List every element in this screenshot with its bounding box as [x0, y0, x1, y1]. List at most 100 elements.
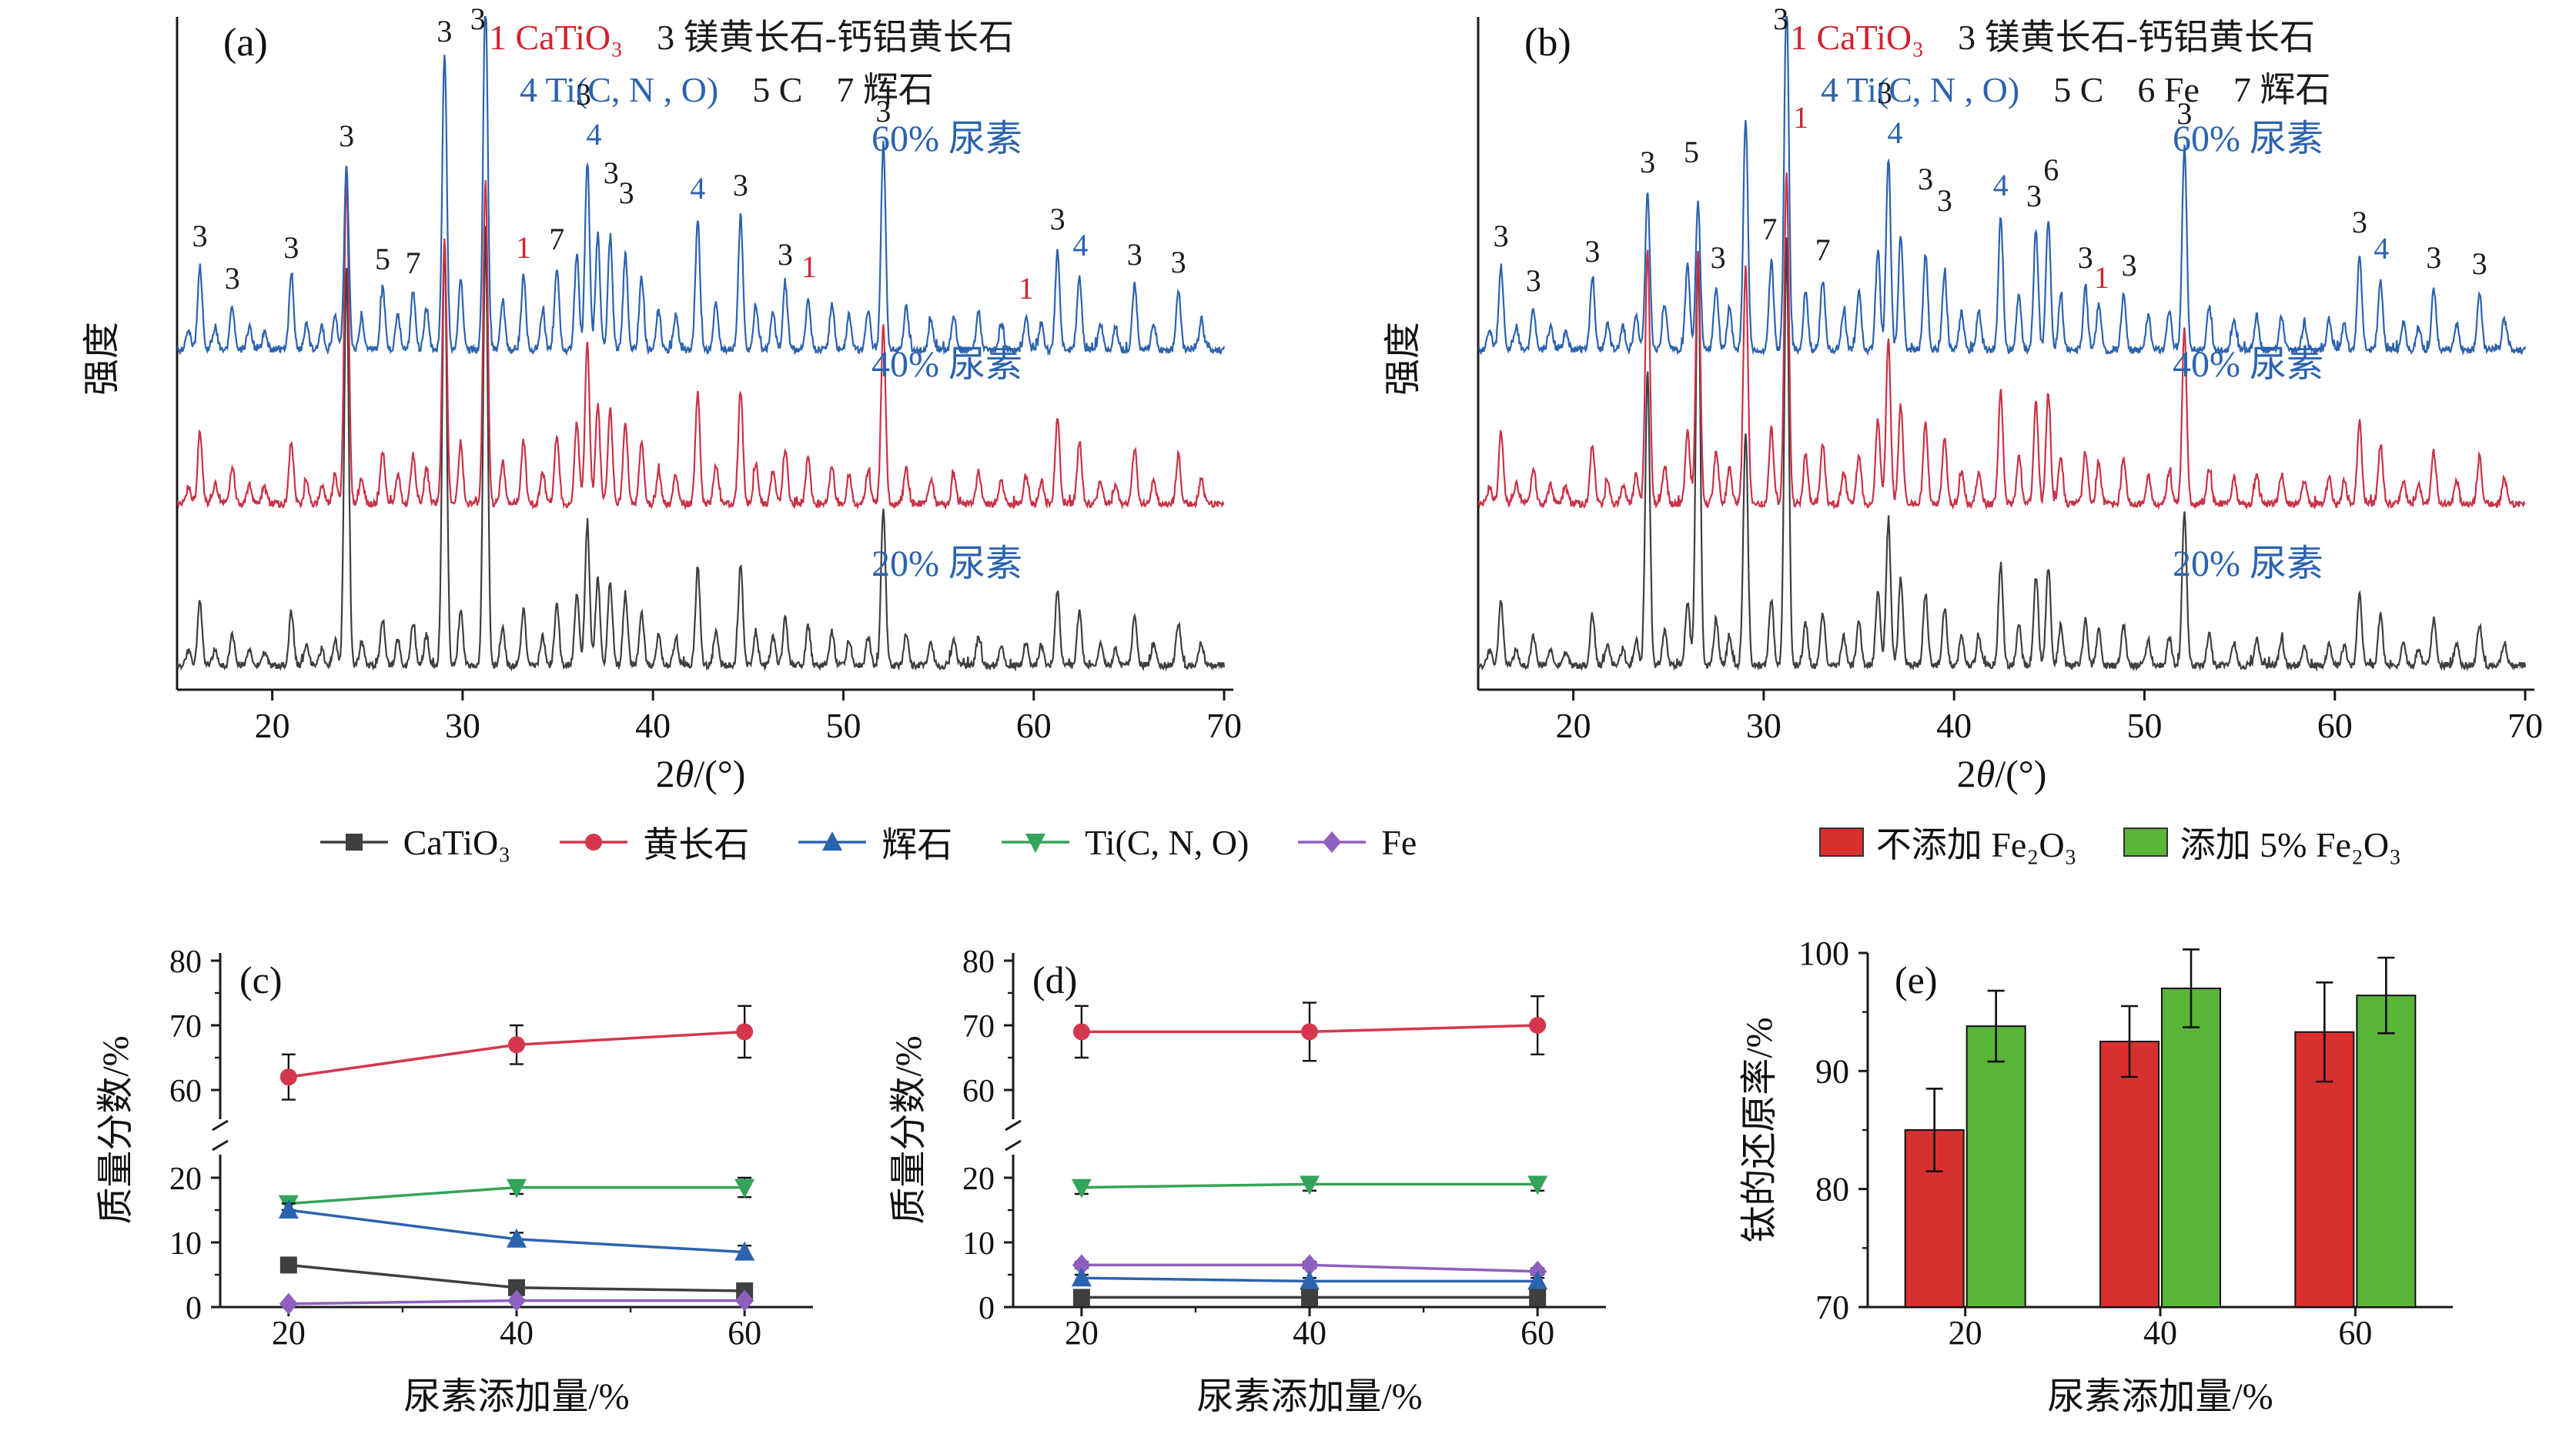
panel-tag: (c) [239, 958, 283, 1001]
bar-添加 5% Fe₂O₃-20 [1965, 1025, 2026, 1308]
peak-label: 1 [516, 230, 531, 265]
phase-chart-d: 0 10 20 60 70 80 20 40 60 尿素添加量/% 质量分数/% (d) [888, 944, 1606, 1417]
peak-label: 4 [690, 171, 705, 206]
peak-label: 3 [1877, 75, 1892, 110]
axes: 70 80 90 100 20 40 60 [1798, 934, 2453, 1352]
color-swatch [2123, 827, 2168, 857]
curve-label: 20% 尿素 [2173, 543, 2323, 584]
peak-label: 3 [875, 94, 891, 129]
triangle-down-marker [507, 1179, 527, 1199]
y-axis-title: 强度 [82, 322, 122, 396]
bar-legend-item-2: 添加 5% Fe₂O₃ [2123, 817, 2402, 868]
xrd-series-40% 尿素 [1477, 172, 2526, 510]
peak-label: 3 [437, 14, 452, 48]
xrd-legend-line: 1 CaTiO₃ 3 镁黄长石-钙铝黄长石 [1790, 18, 2315, 57]
circle-marker [585, 834, 603, 851]
y-tick-label: 80 [1815, 1171, 1849, 1209]
xrd-series-60% 尿素 [1477, 15, 2527, 356]
peak-label: 1 [1019, 271, 1034, 306]
y-tick-label: 60 [169, 1074, 202, 1109]
y-tick-label: 0 [979, 1291, 995, 1326]
peak-label: 1 [1793, 100, 1808, 135]
bar-添加 5% Fe₂O₃-60 [2356, 995, 2417, 1308]
y-tick-label: 0 [186, 1291, 202, 1326]
triangle-up-legend-swatch [798, 831, 867, 851]
peak-label: 6 [2043, 152, 2059, 187]
circle-marker [508, 1036, 525, 1054]
diamond-marker [735, 1289, 754, 1312]
peak-label: 3 [1171, 245, 1186, 279]
legend-label: Ti(C, N, O) [1085, 822, 1250, 862]
axis-break-mark [212, 1119, 229, 1132]
peak-label: 5 [375, 242, 390, 276]
x-axis-title: 尿素添加量/% [403, 1376, 629, 1417]
xrd-legend-line: 1 CaTiO₃ 3 镁黄长石-钙铝黄长石 [489, 18, 1014, 57]
peak-label: 3 [470, 5, 486, 36]
curve-label: 60% 尿素 [871, 119, 1022, 159]
triangle-down-marker [1025, 834, 1046, 853]
triangle-down-marker [1071, 1179, 1092, 1199]
phase-charts: 0 10 20 60 70 80 20 40 60 尿素添加量/% 质量分数/% (c) 0 10 20 6… [74, 876, 1660, 1449]
peak-label: 3 [2176, 96, 2192, 131]
legend-label: Fe [1381, 822, 1417, 862]
panel-tag: (d) [1032, 958, 1077, 1001]
axis-break-mark [1005, 1139, 1022, 1152]
peak-label: 3 [1526, 263, 1541, 298]
legend-label: 添加 5% Fe₂O₃ [2180, 825, 2402, 864]
triangle-down-marker [1300, 1175, 1320, 1195]
legend-label: 辉石 [882, 825, 953, 864]
circle-marker [1529, 1017, 1547, 1034]
x-tick-label: 40 [500, 1314, 534, 1352]
x-tick-label: 20 [1949, 1314, 1982, 1352]
axes: 20 30 40 50 60 70 [1477, 17, 2543, 745]
x-tick-label: 60 [728, 1314, 761, 1352]
x-tick-label: 30 [1746, 706, 1781, 745]
xrd-series-60% 尿素 [176, 15, 1226, 356]
peak-label: 3 [2026, 179, 2042, 213]
curve-label: 20% 尿素 [871, 543, 1022, 584]
panel-tag: (a) [223, 21, 268, 65]
peak-label: 3 [283, 230, 299, 265]
peak-label: 3 [2078, 240, 2093, 275]
y-tick-label: 20 [962, 1162, 995, 1197]
y-tick-label: 60 [962, 1074, 995, 1109]
y-axis-title: 质量分数/% [888, 1035, 929, 1224]
square-marker [1072, 1289, 1090, 1306]
peak-label: 4 [2374, 231, 2389, 266]
triangle-down-legend-swatch [1002, 834, 1070, 853]
diamond-marker [507, 1289, 526, 1312]
bar-legend: 不添加 Fe₂O₃ 添加 5% Fe₂O₃ [1714, 808, 2507, 876]
peak-label: 3 [1773, 5, 1788, 36]
bar-不添加 Fe₂O₃-40 [2099, 1041, 2159, 1308]
peak-label: 5 [1684, 135, 1699, 169]
bar-legend-item-1: 不添加 Fe₂O₃ [1818, 817, 2077, 868]
phase-charts-block: CaTiO₃ 黄长石 辉石 Ti(C, N, O) Fe 0 10 20 60 70 80 20 40… [74, 808, 1660, 1449]
peak-label: 7 [406, 246, 421, 280]
xrd-series-40% 尿素 [176, 177, 1225, 511]
x-axis-title: 2θ/(°) [656, 752, 746, 795]
peak-label: 1 [801, 249, 817, 284]
peak-label: 3 [1711, 240, 1726, 275]
axis-break-mark [1005, 1119, 1022, 1132]
diamond-legend-swatch [1298, 831, 1367, 853]
square-marker [345, 834, 363, 851]
circle-marker [1301, 1023, 1318, 1041]
peak-label: 4 [587, 117, 602, 152]
x-axis-title: 尿素添加量/% [2047, 1376, 2273, 1417]
panel-tag: (e) [1895, 958, 1938, 1001]
peak-label: 3 [733, 168, 748, 202]
peak-label: 3 [619, 176, 634, 210]
x-tick-label: 60 [2338, 1314, 2372, 1352]
x-tick-label: 40 [635, 706, 671, 745]
diamond-marker [1072, 1254, 1091, 1276]
xrd-panel-b: 20 30 40 50 60 70 2θ/(°) 强度 (b) 1 CaTiO₃ 3 镁黄长石-钙铝… [1383, 5, 2543, 795]
peak-label: 7 [1815, 232, 1831, 267]
y-tick-label: 20 [169, 1162, 202, 1197]
xrd-row: 20 30 40 50 60 70 2θ/(°) 强度 (a) 1 CaTiO₃ 3 镁黄长石-钙铝… [82, 5, 2543, 795]
phase-legend: CaTiO₃ 黄长石 辉石 Ti(C, N, O) Fe [74, 808, 1660, 876]
